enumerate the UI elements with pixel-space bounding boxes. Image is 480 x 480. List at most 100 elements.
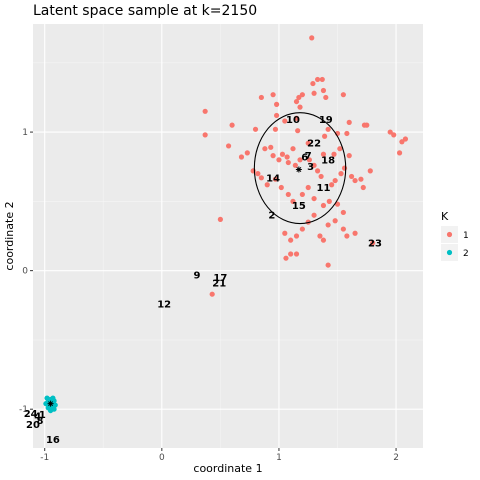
data-point-k1: [217, 216, 223, 222]
point-label: 7: [305, 151, 312, 162]
data-point-k1: [402, 136, 409, 142]
data-point-k1: [258, 94, 264, 101]
data-point-k1: [317, 233, 323, 239]
data-point-k1: [332, 218, 338, 224]
cluster-overlay: [47, 112, 347, 407]
x-tick-label: 0: [159, 453, 165, 463]
data-point-k1: [323, 94, 329, 101]
plot-panel: [33, 24, 423, 448]
data-point-k1: [332, 177, 338, 184]
legend-label: 2: [463, 249, 469, 259]
data-point-k1: [320, 151, 327, 157]
data-point-k1: [288, 237, 294, 243]
point-label: 19: [319, 115, 333, 126]
data-point-k1: [293, 233, 300, 239]
data-point-k1: [318, 173, 324, 180]
data-point-k1: [352, 177, 358, 184]
data-point-k1: [325, 222, 331, 228]
data-point-k1: [202, 132, 208, 138]
data-point-k1: [320, 237, 327, 243]
data-point-k1: [320, 202, 327, 209]
data-point-k1: [340, 226, 346, 232]
data-point-k1: [320, 87, 327, 94]
data-point-k1: [306, 157, 312, 163]
point-label: 6: [301, 153, 308, 164]
data-point-k2: [52, 402, 58, 408]
legend-title: K: [441, 210, 449, 223]
point-label: 10: [286, 115, 300, 126]
x-tick-label: 2: [393, 453, 399, 463]
data-point-k1: [290, 146, 296, 152]
center-marker-d2: [296, 167, 302, 172]
data-point-k1: [282, 118, 288, 124]
minor-gridlines: [33, 24, 423, 448]
x-tick-label: -1: [40, 453, 49, 463]
chart-title: Latent space sample at k=2150: [33, 3, 257, 19]
data-point-k1: [279, 151, 286, 157]
data-point-k1: [272, 126, 279, 132]
cluster-ellipse: [253, 112, 347, 225]
data-point-k1: [305, 140, 311, 146]
data-point-k1: [283, 255, 289, 261]
data-point-k1: [311, 162, 317, 168]
data-point-k1: [270, 92, 276, 98]
data-point-k1: [225, 143, 232, 149]
data-point-k1: [311, 90, 317, 96]
point-label: 21: [212, 279, 226, 290]
point-label: 4: [34, 412, 41, 423]
center-marker-d2: [48, 401, 54, 407]
data-point-k1: [391, 132, 397, 138]
data-point-k1: [364, 122, 370, 128]
data-point-k1: [322, 133, 328, 139]
data-point-k1: [244, 150, 250, 156]
y-tick-label: -1: [19, 405, 28, 415]
data-point-k1: [284, 154, 290, 160]
point-label: 16: [46, 435, 60, 446]
x-tick-label: 1: [276, 453, 282, 463]
point-label: 17: [213, 273, 227, 284]
data-point-k1: [299, 226, 305, 232]
data-point-k1: [238, 154, 245, 160]
data-point-k1: [295, 128, 301, 134]
data-point-k1: [396, 150, 403, 156]
point-label: 11: [316, 183, 330, 194]
data-point-k1: [255, 171, 261, 177]
data-point-k1: [268, 144, 274, 150]
point-label: 23: [368, 238, 382, 249]
data-point-k1: [331, 151, 337, 157]
data-point-k1: [229, 122, 235, 128]
data-point-k1: [358, 176, 364, 182]
point-label: 24: [24, 409, 38, 420]
legend-key-point: [446, 249, 453, 256]
data-point-k1: [325, 262, 331, 268]
data-point-k1: [270, 153, 276, 159]
data-point-k1: [202, 108, 208, 114]
major-gridlines: [33, 24, 423, 448]
data-point-k1: [276, 157, 282, 163]
data-point-k2: [43, 401, 49, 407]
point-label: 15: [292, 201, 306, 212]
data-point-k1: [299, 191, 305, 198]
point-label: 3: [307, 162, 314, 173]
legend: K 1 2: [441, 210, 469, 261]
data-point-k1: [370, 240, 376, 246]
y-tick-label: 1: [22, 128, 28, 138]
data-point-k2: [51, 406, 57, 412]
point-label: 9: [193, 270, 200, 281]
point-label: 22: [307, 139, 321, 150]
y-axis-title: coordinate 2: [3, 201, 16, 270]
data-point-k1: [348, 173, 355, 180]
point-label: 20: [26, 420, 40, 431]
data-point-k1: [352, 230, 358, 236]
data-point-k1: [329, 182, 335, 188]
data-point-k1: [338, 171, 344, 177]
data-point-k1: [258, 175, 264, 181]
data-point-k2: [50, 395, 56, 401]
data-point-k1: [252, 126, 259, 132]
data-point-k1: [360, 184, 366, 191]
data-point-k1: [314, 168, 321, 174]
data-point-k1: [337, 146, 343, 152]
point-label: 12: [157, 299, 171, 310]
data-point-k1: [209, 291, 215, 297]
